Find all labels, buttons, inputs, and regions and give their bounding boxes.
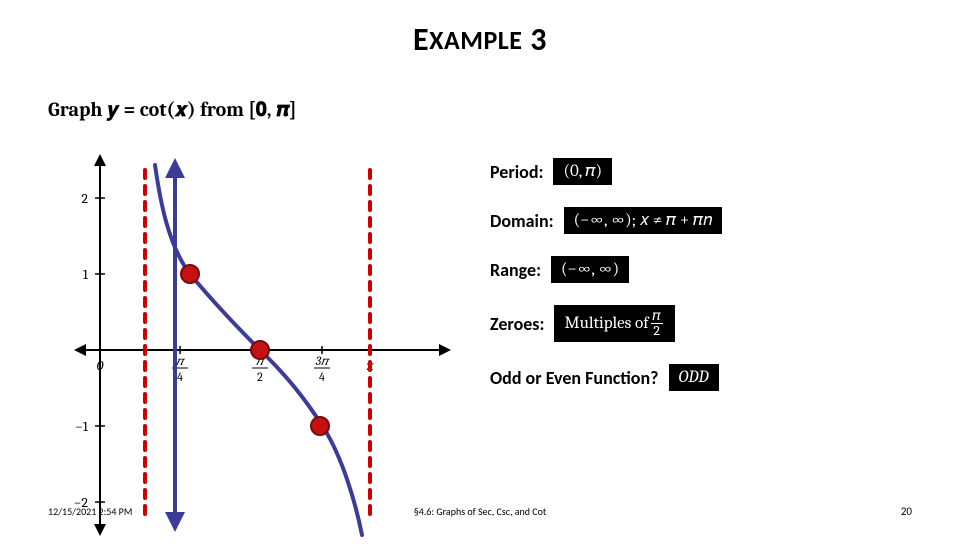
oddeven-label: Odd or Even Function? (490, 367, 659, 389)
svg-text:4: 4 (319, 370, 325, 384)
svg-text:0: 0 (97, 357, 104, 374)
zeroes-prefix: Multiples of (564, 314, 648, 333)
graph-prompt: Graph 𝒚 = cot(𝒙) from [𝟎, 𝝅] (48, 98, 296, 121)
footer-section: §4.6: Graphs of Sec, Csc, and Cot (414, 505, 547, 518)
zeroes-row: Zeroes: Multiples of 𝜋 2 (490, 305, 930, 342)
properties-panel: Period: (0, 𝜋) Domain: (−∞, ∞); 𝑥 ≠ 𝜋 + … (490, 158, 930, 413)
title-num: 3 (530, 20, 547, 59)
range-label: Range: (490, 259, 541, 281)
prompt-lead: Graph (48, 98, 107, 121)
zeroes-frac: 𝜋 2 (651, 309, 663, 338)
domain-row: Domain: (−∞, ∞); 𝑥 ≠ 𝜋 + 𝜋𝑛 (490, 207, 930, 234)
period-value: (0, 𝜋) (553, 158, 612, 185)
graph-svg: 21−1−20𝜋4𝜋23𝜋4π (60, 150, 460, 550)
range-value: (−∞, ∞) (551, 256, 629, 283)
oddeven-row: Odd or Even Function? ODD (490, 364, 930, 391)
period-label: Period: (490, 161, 543, 183)
oddeven-value: ODD (669, 364, 719, 391)
domain-label: Domain: (490, 210, 554, 232)
domain-value: (−∞, ∞); 𝑥 ≠ 𝜋 + 𝜋𝑛 (564, 207, 723, 234)
zeroes-value: Multiples of 𝜋 2 (554, 305, 674, 342)
svg-text:3𝜋: 3𝜋 (315, 354, 330, 368)
prompt-mid: from (196, 98, 249, 121)
prompt-interval: [𝟎, 𝝅] (248, 98, 296, 121)
cotangent-graph: 21−1−20𝜋4𝜋23𝜋4π (60, 150, 460, 470)
title-mid: XAMPLE (429, 24, 522, 56)
zeroes-frac-den: 2 (651, 324, 662, 338)
zeroes-label: Zeroes: (490, 313, 544, 335)
range-row: Range: (−∞, ∞) (490, 256, 930, 283)
period-row: Period: (0, 𝜋) (490, 158, 930, 185)
svg-text:2: 2 (81, 190, 88, 207)
title-cap: E (413, 20, 429, 59)
slide-title: EXAMPLE 3 (0, 0, 960, 59)
svg-text:1: 1 (83, 266, 89, 283)
svg-text:−1: −1 (75, 418, 89, 435)
svg-text:2: 2 (257, 370, 263, 384)
footer-page-number: 20 (901, 505, 912, 518)
svg-text:4: 4 (177, 370, 183, 384)
footer-timestamp: 12/15/2021 2:54 PM (48, 505, 132, 518)
prompt-eq: 𝒚 = cot(𝒙) (107, 98, 196, 121)
svg-text:𝜋: 𝜋 (176, 354, 185, 368)
